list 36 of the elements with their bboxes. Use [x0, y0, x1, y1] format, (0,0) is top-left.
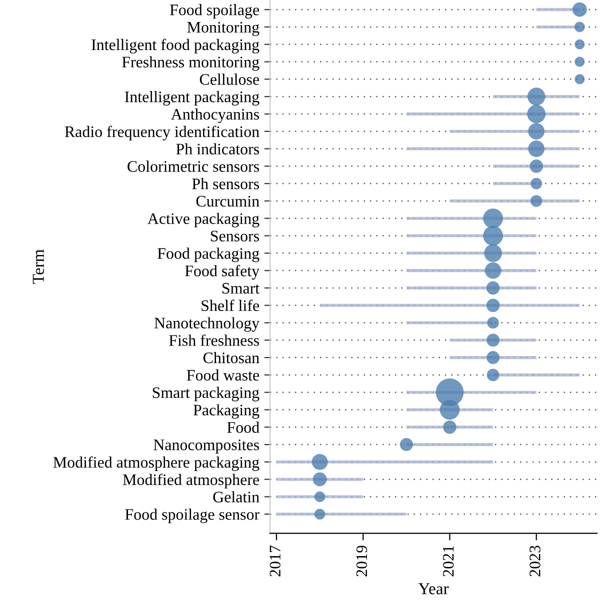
y-tick-label: Smart packaging [152, 386, 260, 402]
x-tick-label: 2021 [442, 546, 454, 576]
y-tick-label: Modified atmosphere packaging [53, 456, 260, 472]
y-tick-label: Smart [222, 282, 260, 294]
y-tick-label: Monitoring [187, 22, 260, 36]
y-tick-label: Food spoilage sensor [125, 508, 260, 524]
y-tick-label: Freshness monitoring [122, 56, 260, 71]
y-tick-label: Shelf life [202, 300, 260, 312]
y-tick-label: Food safety [185, 264, 260, 280]
x-tick-label: 2017 [270, 546, 280, 576]
y-tick-label: Ph indicators [176, 143, 260, 154]
y-tick-label: Modified atmosphere [122, 474, 260, 488]
y-tick-label: Food waste [186, 369, 260, 381]
y-tick-label: Intelligent food packaging [92, 38, 260, 54]
y-tick-label: Gelatin [213, 491, 260, 502]
y-tick-label: Chitosan [203, 352, 260, 364]
y-tick-label: Ph sensors [192, 178, 260, 190]
y-tick-label: Active packaging [148, 212, 260, 228]
y-tick-label: Nanotechnology [154, 317, 260, 332]
y-tick-label: Intelligent packaging [124, 91, 260, 106]
y-tick-label: Packaging [194, 404, 260, 419]
y-axis-title: Term [32, 249, 44, 284]
x-tick-label: 2019 [356, 546, 368, 576]
x-tick-label: 2023 [530, 546, 540, 576]
y-tick-label: Food [227, 422, 260, 433]
y-tick-label: Food packaging [158, 248, 260, 262]
y-tick-label: Fish freshness [169, 334, 259, 346]
y-tick-label: Radio frequency identification [64, 126, 260, 140]
y-tick-label: Cellulose [200, 74, 260, 85]
y-tick-label: Colorimetric sensors [128, 160, 259, 172]
y-tick-label: Nanocomposites [154, 440, 259, 454]
y-tick-label: Food spoilage [170, 4, 260, 19]
y-tick-label: Anthocyanins [171, 108, 260, 123]
y-tick-label: Sensors [210, 230, 260, 242]
x-axis-title: Year [418, 583, 449, 594]
y-tick-label: Curcumin [196, 196, 260, 207]
